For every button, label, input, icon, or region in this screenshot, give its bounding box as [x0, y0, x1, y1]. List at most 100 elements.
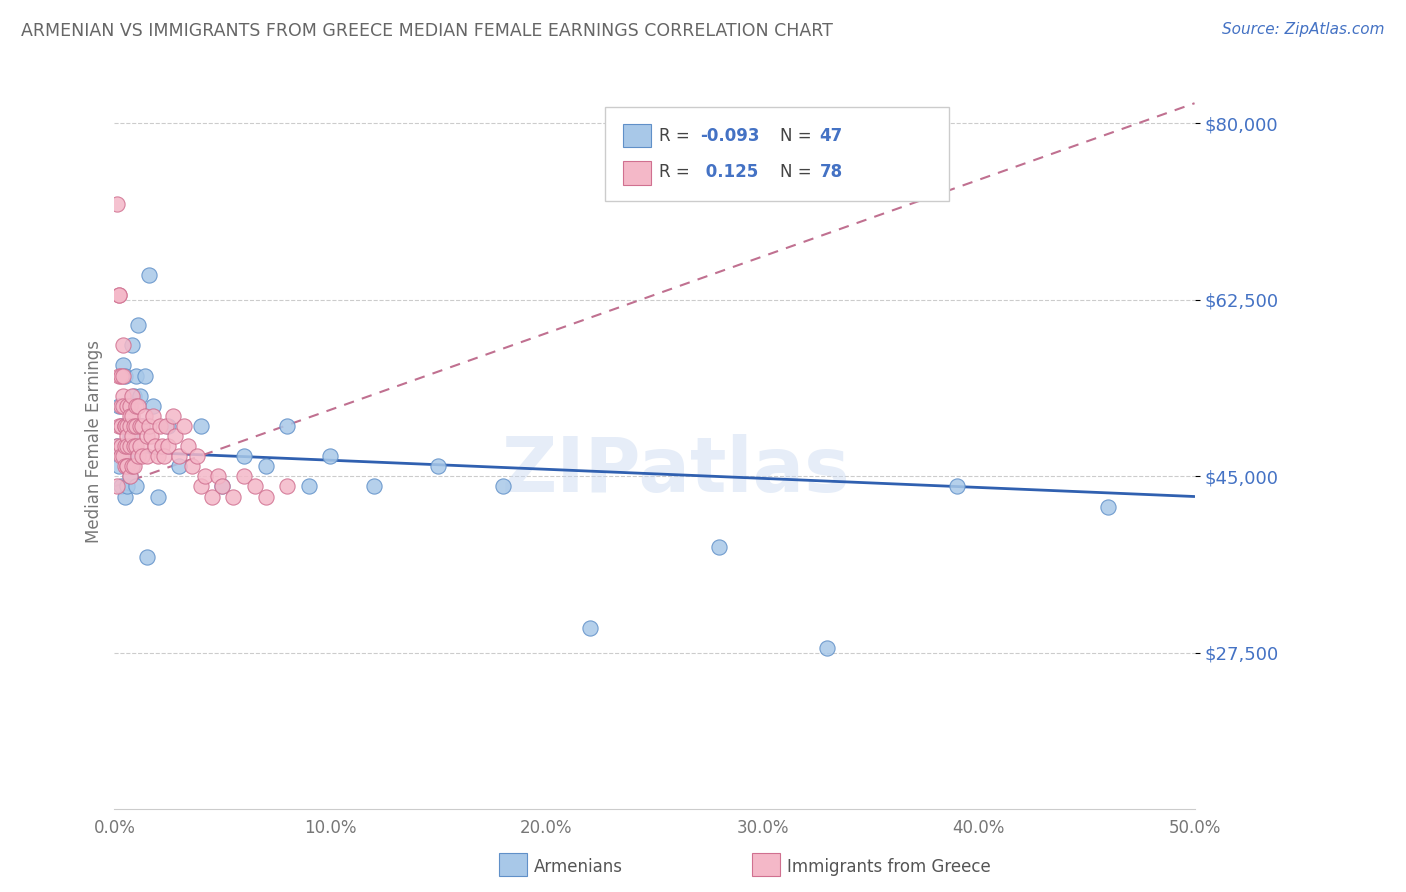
Point [114, 419, 136, 434]
Point [222, 490, 245, 504]
Text: ZIPatlas: ZIPatlas [502, 434, 851, 508]
Point [122, 439, 145, 453]
Point [135, 549, 157, 564]
Point [127, 318, 149, 332]
Point [276, 419, 298, 434]
Text: -0.093: -0.093 [700, 127, 759, 145]
Point [135, 429, 157, 443]
Point [150, 439, 173, 453]
Text: Source: ZipAtlas.com: Source: ZipAtlas.com [1222, 22, 1385, 37]
Point [190, 479, 212, 493]
Point [139, 429, 162, 443]
Point [105, 439, 128, 453]
Point [190, 419, 212, 434]
Point [122, 389, 145, 403]
Point [134, 409, 156, 423]
Point [298, 479, 321, 493]
Point [125, 439, 148, 453]
Point [211, 479, 233, 493]
Point [117, 419, 139, 434]
Point [122, 449, 145, 463]
Point [149, 419, 172, 434]
Point [138, 419, 160, 434]
Point [427, 459, 450, 474]
Text: Immigrants from Greece: Immigrants from Greece [787, 858, 991, 876]
Point [181, 459, 204, 474]
Point [117, 399, 139, 413]
Point [117, 459, 139, 474]
Point [112, 338, 135, 352]
Point [122, 419, 145, 434]
Point [815, 640, 838, 655]
Point [114, 449, 136, 463]
Point [243, 479, 266, 493]
Point [114, 419, 136, 434]
Point [107, 399, 129, 413]
Point [194, 469, 217, 483]
Point [134, 368, 156, 383]
Point [578, 621, 600, 635]
Point [135, 449, 157, 463]
Point [112, 359, 135, 373]
Point [107, 368, 129, 383]
Point [121, 429, 143, 443]
Point [112, 399, 135, 413]
Text: N =: N = [780, 127, 817, 145]
Point [117, 459, 139, 474]
Point [118, 419, 141, 434]
Text: 78: 78 [820, 163, 842, 181]
Point [127, 449, 149, 463]
Point [146, 490, 169, 504]
Point [163, 429, 186, 443]
Point [114, 368, 136, 383]
Point [153, 449, 176, 463]
Point [319, 449, 342, 463]
Point [129, 389, 152, 403]
Point [129, 419, 152, 434]
Text: ARMENIAN VS IMMIGRANTS FROM GREECE MEDIAN FEMALE EARNINGS CORRELATION CHART: ARMENIAN VS IMMIGRANTS FROM GREECE MEDIA… [21, 22, 832, 40]
Point [105, 197, 128, 211]
Point [146, 449, 169, 463]
Point [112, 449, 135, 463]
Point [112, 439, 135, 453]
Point [114, 490, 136, 504]
Point [167, 449, 190, 463]
Text: R =: R = [659, 163, 700, 181]
Point [131, 419, 153, 434]
Point [118, 399, 141, 413]
Point [110, 439, 132, 453]
Point [186, 449, 208, 463]
Point [131, 419, 153, 434]
Point [233, 469, 256, 483]
Point [125, 479, 148, 493]
Point [107, 459, 129, 474]
Point [110, 479, 132, 493]
Point [117, 439, 139, 453]
Point [118, 469, 141, 483]
Point [155, 419, 177, 434]
Text: 47: 47 [820, 127, 844, 145]
Point [125, 368, 148, 383]
Y-axis label: Median Female Earnings: Median Female Earnings [86, 340, 103, 542]
Point [162, 409, 184, 423]
Point [167, 459, 190, 474]
Point [122, 459, 145, 474]
Point [118, 409, 141, 423]
Point [946, 479, 969, 493]
Point [138, 268, 160, 282]
Point [201, 490, 224, 504]
Point [177, 439, 200, 453]
Point [110, 368, 132, 383]
Point [131, 449, 153, 463]
Point [117, 419, 139, 434]
Point [121, 459, 143, 474]
Point [121, 459, 143, 474]
Point [112, 368, 135, 383]
Point [157, 419, 180, 434]
Point [107, 288, 129, 302]
Point [121, 338, 143, 352]
Point [118, 399, 141, 413]
Point [492, 479, 515, 493]
Point [110, 399, 132, 413]
Point [114, 439, 136, 453]
